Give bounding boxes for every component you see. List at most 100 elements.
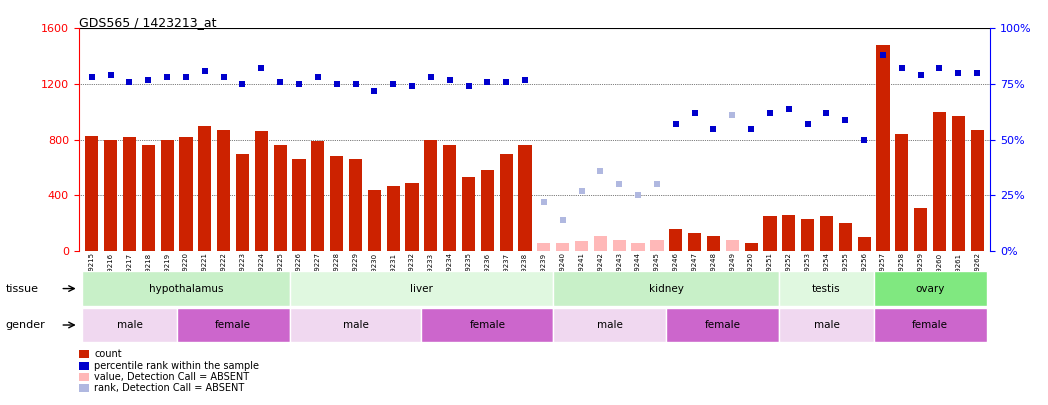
Point (271, 79, 288, 85)
Bar (421, 308, 553, 342)
Point (328, 81, 345, 87)
Bar (670, 229, 682, 251)
Point (536, 199, 552, 205)
Bar (801, 219, 814, 251)
Bar (255, 131, 268, 251)
Bar (274, 145, 287, 251)
Bar (292, 159, 306, 251)
Point (498, 79, 515, 85)
Point (894, 65, 911, 72)
Point (122, 79, 138, 85)
Bar (667, 308, 780, 342)
Point (968, 70, 985, 76)
Text: male: male (343, 320, 369, 330)
Bar (236, 153, 249, 251)
Bar (952, 116, 965, 251)
Text: GDS565 / 1423213_at: GDS565 / 1423213_at (79, 16, 216, 29)
Point (460, 83, 477, 90)
Point (611, 181, 628, 188)
Bar (575, 241, 588, 251)
Bar (594, 236, 607, 251)
Point (309, 74, 326, 81)
Bar (744, 243, 758, 251)
Bar (706, 236, 720, 251)
Text: liver: liver (410, 284, 433, 294)
Bar (763, 216, 777, 251)
Point (743, 126, 760, 132)
Bar (970, 130, 984, 251)
Point (724, 112, 741, 118)
Bar (289, 308, 421, 342)
Bar (651, 240, 663, 251)
Text: kidney: kidney (649, 284, 683, 294)
Bar (462, 177, 475, 251)
Point (290, 81, 307, 87)
Point (215, 74, 232, 81)
Bar (424, 140, 437, 251)
Point (630, 192, 647, 198)
Bar (349, 159, 363, 251)
Bar (538, 243, 550, 251)
Point (422, 74, 439, 81)
Bar (104, 140, 117, 251)
Point (234, 81, 250, 87)
Bar (123, 137, 136, 251)
Point (441, 76, 458, 83)
Point (837, 116, 854, 123)
Bar (311, 141, 325, 251)
Point (592, 168, 609, 174)
Point (912, 72, 929, 78)
Bar (217, 130, 231, 251)
Bar (838, 223, 852, 251)
Bar (519, 145, 531, 251)
Bar (406, 183, 418, 251)
Point (196, 67, 213, 74)
Bar (553, 308, 667, 342)
Point (385, 81, 401, 87)
Bar (820, 216, 833, 251)
Bar (914, 208, 927, 251)
Point (686, 110, 703, 116)
Text: ovary: ovary (915, 284, 944, 294)
Bar (85, 136, 99, 251)
Bar (874, 308, 986, 342)
Point (856, 136, 873, 143)
Bar (83, 308, 176, 342)
Text: female: female (215, 320, 252, 330)
Bar (198, 126, 212, 251)
Bar (481, 171, 494, 251)
Bar (289, 271, 553, 306)
Text: value, Detection Call = ABSENT: value, Detection Call = ABSENT (94, 372, 249, 382)
Point (875, 52, 892, 58)
Bar (933, 112, 946, 251)
Text: rank, Detection Call = ABSENT: rank, Detection Call = ABSENT (94, 384, 244, 393)
Bar (176, 308, 289, 342)
Bar (780, 271, 874, 306)
Text: percentile rank within the sample: percentile rank within the sample (94, 361, 259, 371)
Point (800, 121, 816, 127)
Bar (160, 140, 174, 251)
Point (649, 181, 665, 188)
Text: male: male (813, 320, 839, 330)
Point (781, 105, 798, 112)
Point (103, 72, 119, 78)
Point (573, 188, 590, 194)
Bar (387, 185, 399, 251)
Point (140, 76, 157, 83)
Point (84, 74, 101, 81)
Bar (687, 233, 701, 251)
Bar (857, 237, 871, 251)
Point (762, 110, 779, 116)
Point (554, 217, 571, 223)
Point (403, 83, 420, 90)
Text: testis: testis (812, 284, 840, 294)
Bar (556, 243, 569, 251)
Bar (179, 137, 193, 251)
Text: tissue: tissue (5, 284, 38, 294)
Text: male: male (597, 320, 623, 330)
Bar (874, 271, 986, 306)
Point (158, 74, 175, 81)
Point (705, 126, 722, 132)
Point (366, 87, 383, 94)
Point (517, 76, 533, 83)
